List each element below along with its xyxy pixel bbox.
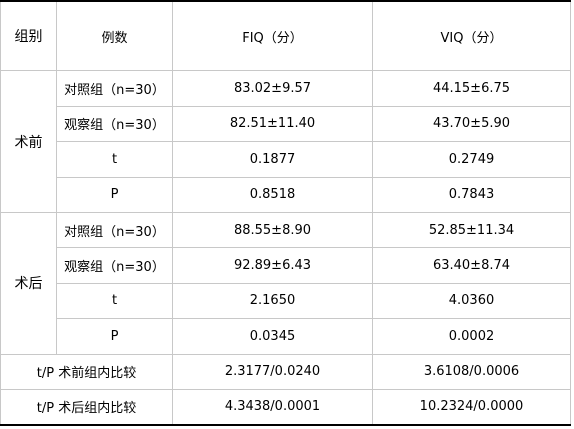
row-label: 观察组（n=30） — [56, 105, 173, 143]
table-row: 观察组（n=30） 82.51±11.40 43.70±5.90 — [1, 105, 571, 143]
header-row: 组别 例数 FIQ（分） VIQ（分） — [0, 0, 571, 72]
row-label: P — [56, 176, 173, 213]
row-label: 对照组（n=30） — [56, 70, 173, 107]
header-fiq: FIQ（分） — [172, 0, 373, 72]
fiq-value: 4.3438/0.0001 — [172, 388, 373, 426]
viq-value: 43.70±5.90 — [372, 105, 571, 143]
fiq-value: 2.3177/0.0240 — [172, 353, 373, 390]
table-row: t 2.1650 4.0360 — [1, 282, 571, 320]
comparison-row: t/P 术前组内比较 2.3177/0.0240 3.6108/0.0006 — [0, 353, 571, 390]
fiq-value: 0.0345 — [172, 318, 373, 355]
table-row: 术后 对照组（n=30） 88.55±8.90 52.85±11.34 — [0, 211, 571, 355]
header-count: 例数 — [56, 0, 173, 72]
table-row: 术前 对照组（n=30） 83.02±9.57 44.15±6.75 — [0, 70, 571, 213]
table-row: P 0.0345 0.0002 — [1, 318, 571, 355]
viq-value: 0.2749 — [372, 141, 571, 178]
viq-value: 0.7843 — [372, 176, 571, 213]
viq-value: 52.85±11.34 — [372, 211, 571, 249]
comparison-label: t/P 术后组内比较 — [0, 388, 173, 426]
row-label: 对照组（n=30） — [56, 211, 173, 249]
fiq-value: 92.89±6.43 — [172, 247, 373, 284]
table-row: t 0.1877 0.2749 — [1, 141, 571, 178]
viq-value: 3.6108/0.0006 — [372, 353, 571, 390]
row-label: t — [56, 141, 173, 178]
viq-value: 0.0002 — [372, 318, 571, 355]
section-label-pre: 术前 — [0, 70, 57, 213]
header-viq: VIQ（分） — [372, 0, 571, 72]
viq-value: 4.0360 — [372, 282, 571, 320]
row-label: t — [56, 282, 173, 320]
table-row: 观察组（n=30） 92.89±6.43 63.40±8.74 — [1, 247, 571, 284]
fiq-value: 0.8518 — [172, 176, 373, 213]
comparison-row: t/P 术后组内比较 4.3438/0.0001 10.2324/0.0000 — [0, 388, 571, 426]
table-row: P 0.8518 0.7843 — [1, 176, 571, 213]
fiq-value: 0.1877 — [172, 141, 373, 178]
row-label: 观察组（n=30） — [56, 247, 173, 284]
fiq-value: 82.51±11.40 — [172, 105, 373, 143]
comparison-label: t/P 术前组内比较 — [0, 353, 173, 390]
header-group: 组别 — [0, 0, 57, 72]
fiq-value: 88.55±8.90 — [172, 211, 373, 249]
viq-value: 10.2324/0.0000 — [372, 388, 571, 426]
row-label: P — [56, 318, 173, 355]
fiq-value: 2.1650 — [172, 282, 373, 320]
viq-value: 63.40±8.74 — [372, 247, 571, 284]
section-label-post: 术后 — [0, 211, 57, 355]
fiq-value: 83.02±9.57 — [172, 70, 373, 107]
viq-value: 44.15±6.75 — [372, 70, 571, 107]
